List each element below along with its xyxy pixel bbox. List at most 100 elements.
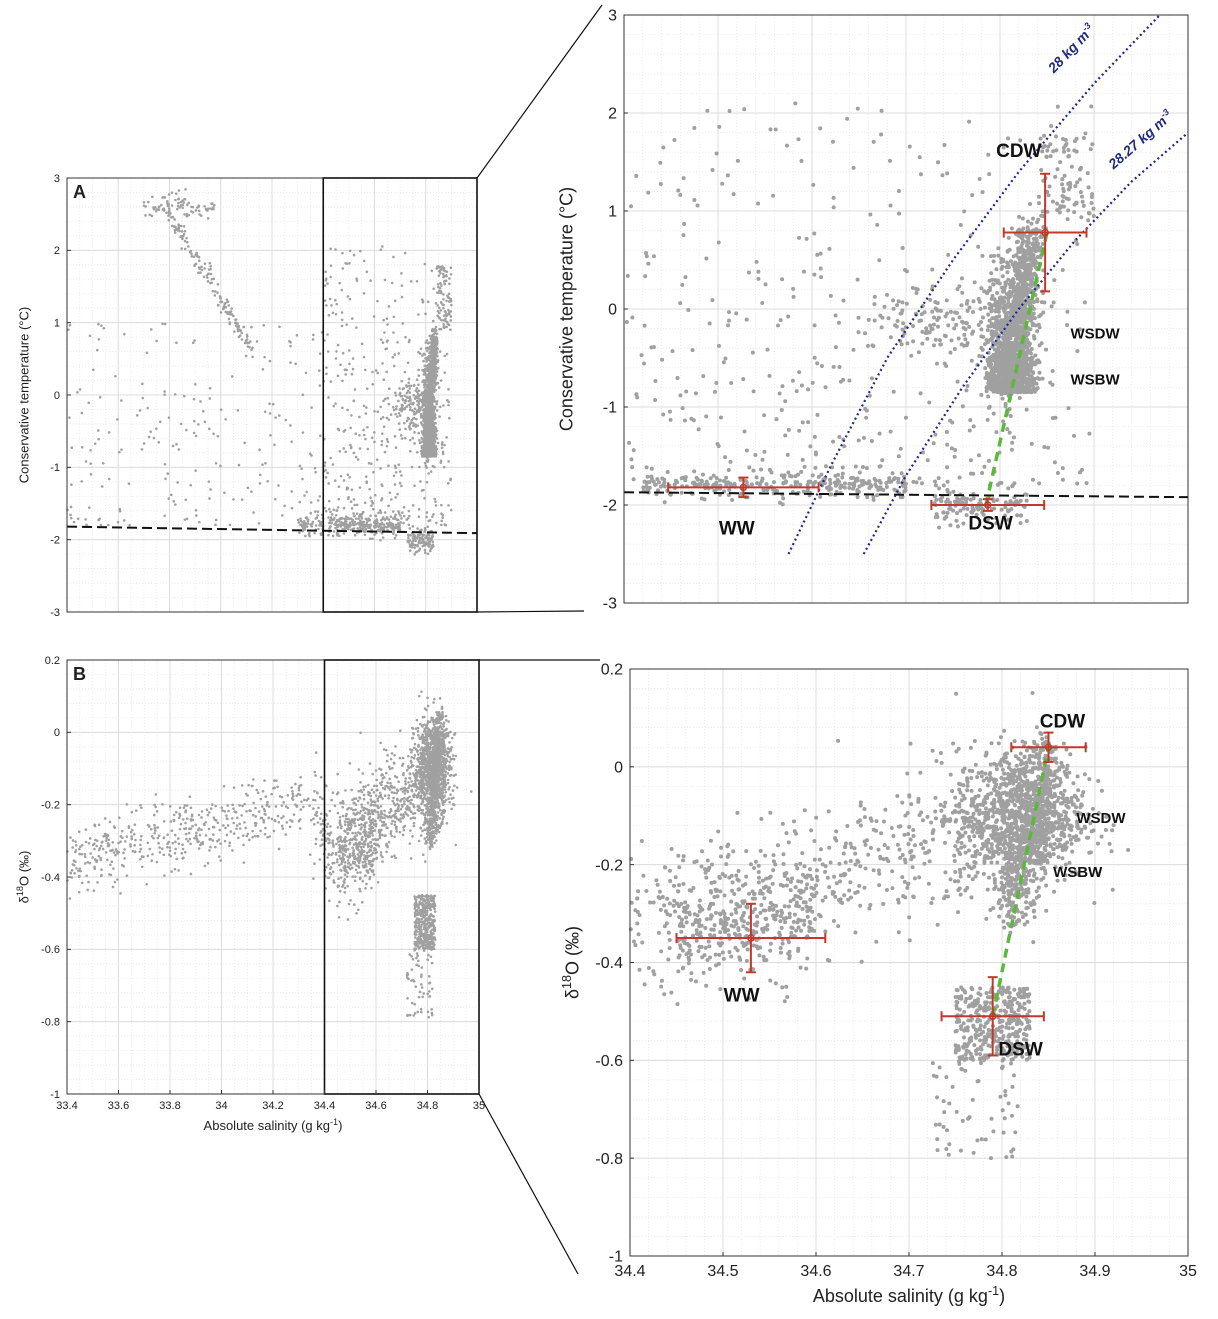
- data-point: [387, 387, 391, 391]
- data-point: [331, 463, 335, 466]
- data-point: [407, 523, 411, 527]
- data-point: [358, 433, 361, 437]
- data-point: [450, 303, 453, 307]
- data-point: [434, 748, 437, 752]
- data-point: [208, 497, 211, 500]
- data-point: [207, 427, 211, 431]
- data-point: [277, 484, 280, 487]
- data-point: [436, 773, 439, 777]
- data-point: [434, 453, 437, 456]
- data-point: [88, 334, 92, 338]
- data-point: [379, 417, 383, 421]
- data-point: [429, 378, 432, 381]
- data-point: [431, 784, 435, 788]
- data-point: [400, 295, 404, 299]
- data-point: [346, 517, 350, 520]
- data-point: [454, 754, 458, 758]
- data-point: [301, 526, 305, 530]
- data-point: [441, 745, 445, 748]
- data-point: [407, 536, 410, 540]
- data-point: [69, 505, 73, 509]
- data-point: [342, 447, 346, 450]
- data-point: [394, 534, 398, 537]
- data-point: [424, 760, 428, 763]
- data-point: [445, 821, 449, 825]
- data-point: [410, 545, 414, 549]
- data-point: [415, 279, 419, 283]
- data-point: [437, 824, 441, 828]
- data-point: [101, 461, 105, 465]
- data-point: [223, 491, 226, 495]
- data-point: [278, 325, 281, 329]
- data-point: [344, 261, 347, 265]
- data-point: [426, 460, 429, 463]
- data-point: [341, 251, 344, 255]
- data-point: [332, 530, 336, 533]
- data-point: [443, 371, 447, 374]
- data-point: [330, 513, 334, 516]
- data-point: [455, 786, 459, 789]
- data-point: [395, 405, 398, 408]
- data-point: [443, 753, 447, 757]
- data-point: [411, 504, 415, 507]
- data-point: [89, 448, 92, 452]
- data-point: [207, 480, 211, 483]
- data-point: [428, 427, 431, 431]
- data-point: [442, 274, 446, 278]
- data-point: [219, 297, 223, 300]
- data-point: [443, 788, 447, 791]
- data-point: [403, 370, 407, 374]
- data-point: [443, 729, 446, 732]
- data-point: [437, 386, 441, 389]
- data-point: [393, 536, 397, 540]
- data-point: [442, 293, 445, 296]
- data-point: [445, 436, 448, 439]
- data-point: [439, 792, 443, 796]
- data-point: [424, 357, 427, 360]
- data-point: [379, 248, 383, 252]
- data-point: [301, 477, 304, 481]
- data-point: [419, 934, 423, 937]
- data-point: [431, 347, 435, 351]
- data-point: [198, 213, 201, 216]
- data-point: [167, 497, 171, 500]
- data-point: [408, 527, 412, 530]
- data-point: [404, 427, 407, 431]
- data-point: [424, 395, 428, 399]
- data-point: [431, 535, 434, 539]
- data-point: [228, 322, 232, 326]
- data-point: [192, 397, 196, 401]
- data-point: [365, 387, 369, 390]
- data-point: [423, 425, 426, 429]
- data-point: [214, 461, 218, 465]
- data-point: [430, 329, 434, 332]
- data-point: [96, 429, 100, 432]
- data-point: [442, 815, 445, 819]
- data-point: [451, 757, 454, 761]
- data-point: [431, 368, 435, 372]
- data-point: [383, 278, 387, 282]
- data-point: [328, 525, 332, 528]
- data-point: [318, 352, 322, 355]
- data-point: [194, 253, 198, 256]
- data-point: [284, 418, 288, 422]
- data-point: [431, 451, 434, 455]
- data-point: [84, 460, 88, 463]
- data-point: [450, 797, 453, 800]
- data-point: [237, 463, 241, 467]
- data-point: [203, 204, 206, 208]
- data-point: [370, 436, 374, 439]
- data-point: [427, 368, 431, 371]
- data-point: [417, 313, 420, 316]
- data-point: [433, 417, 436, 421]
- data-point: [219, 408, 223, 411]
- data-point: [334, 513, 338, 517]
- data-point: [429, 831, 433, 834]
- data-point: [413, 753, 417, 757]
- data-point: [258, 448, 261, 451]
- data-point: [431, 515, 434, 518]
- data-point: [269, 433, 272, 437]
- data-point: [147, 435, 151, 439]
- data-point: [405, 391, 409, 395]
- data-point: [442, 742, 446, 746]
